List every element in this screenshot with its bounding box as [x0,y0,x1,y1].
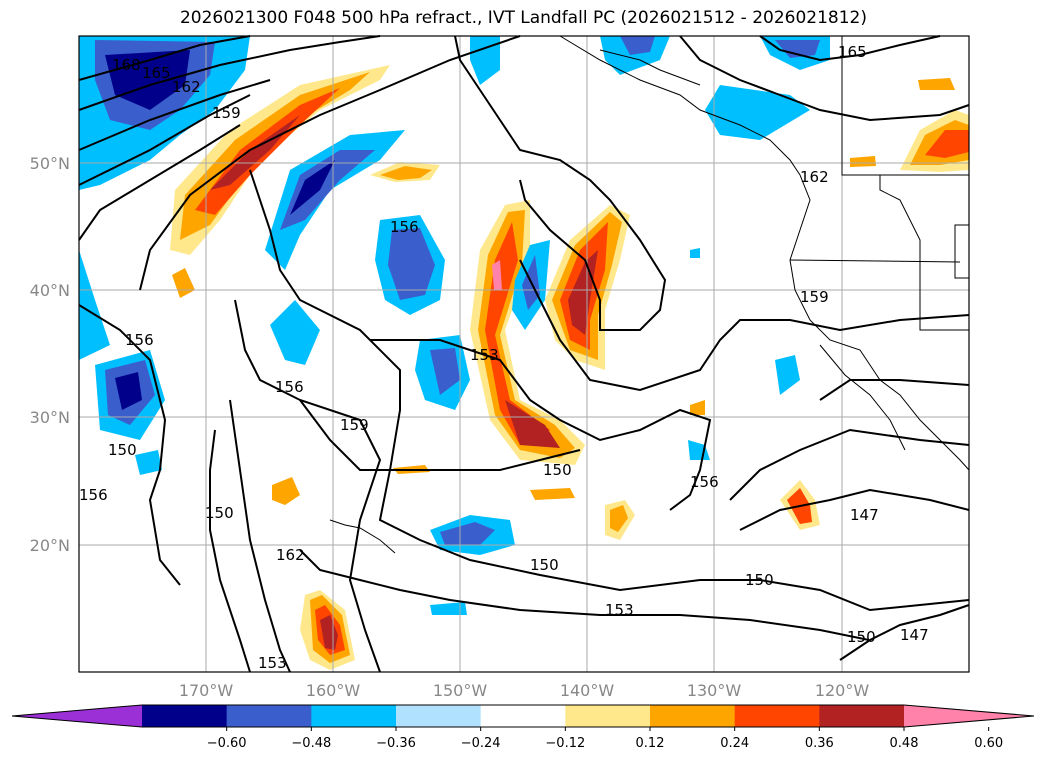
lat-label: 40°N [30,281,70,300]
colorbar-segment [734,705,820,727]
contour-label: 165 [142,64,171,82]
contour-label: 150 [745,571,774,589]
colorbar-tick-label: 0.24 [720,736,749,751]
contour-label: 156 [275,378,304,396]
map-frame [79,36,969,672]
contour-label: 162 [800,168,829,186]
colorbar: −0.60 −0.48 −0.36 −0.24 −0.12 0.12 0.24 0.36 0.4… [11,704,1035,751]
lon-label: 140°W [560,681,615,700]
colorbar-extend-min [12,705,142,727]
colorbar-segment [142,705,228,727]
map-title: 2026021300 F048 500 hPa refract., IVT La… [179,8,867,28]
colorbar-tick-label: −0.60 [207,736,247,751]
colorbar-segment [396,705,482,727]
contour-label: 150 [543,461,572,479]
contour-label: 162 [276,546,305,564]
contour-label: 168 [112,56,141,74]
map-gridlines [79,36,969,672]
contour-labels: 168 165 162 162 159 159 159 156 156 156 … [79,43,929,672]
colorbar-segment [480,705,566,727]
shaded-field [79,36,969,670]
lat-label: 50°N [30,154,70,173]
colorbar-outline [11,704,1035,728]
lon-label: 120°W [815,681,870,700]
contour-label: 150 [847,628,876,646]
contour-label: 156 [125,331,154,349]
contour-label: 150 [108,441,137,459]
colorbar-segment [226,705,312,727]
contour-label: 153 [605,601,634,619]
lat-label: 20°N [30,536,70,555]
colorbar-segment [650,705,736,727]
lon-label: 150°W [433,681,488,700]
colorbar-tick-label: −0.36 [376,736,416,751]
colorbar-tick-label: −0.24 [461,736,501,751]
lon-label: 130°W [687,681,742,700]
contour-label: 156 [690,473,719,491]
contour-label: 159 [212,104,241,122]
colorbar-extend-max [904,705,1034,727]
colorbar-tick-label: 0.12 [636,736,665,751]
coastlines [329,35,970,554]
contour-label: 147 [850,506,879,524]
contour-label: 165 [838,43,867,61]
contour-label: 153 [470,346,499,364]
contour-label: 156 [79,486,108,504]
lon-label: 160°W [306,681,361,700]
contour-label: 159 [800,288,829,306]
contour-label: 156 [390,218,419,236]
height-contours [78,35,970,673]
contour-label: 153 [258,654,287,672]
contour-label: 150 [530,556,559,574]
latitude-labels: 50°N 40°N 30°N 20°N [30,154,70,555]
contour-label: 150 [205,504,234,522]
colorbar-tick-label: −0.12 [545,736,585,751]
colorbar-tick-label: 0.60 [974,736,1003,751]
map-border [78,35,970,673]
contour-label: 159 [340,416,369,434]
lon-label: 170°W [179,681,234,700]
longitude-labels: 170°W 160°W 150°W 140°W 130°W 120°W [179,681,870,700]
colorbar-tick-label: −0.48 [291,736,331,751]
colorbar-tick-label: 0.48 [890,736,919,751]
colorbar-segment [819,705,905,727]
colorbar-segment [311,705,397,727]
lat-label: 30°N [30,408,70,427]
colorbar-segment [565,705,651,727]
contour-label: 147 [900,626,929,644]
colorbar-tick-label: 0.36 [805,736,834,751]
contour-label: 162 [172,78,201,96]
